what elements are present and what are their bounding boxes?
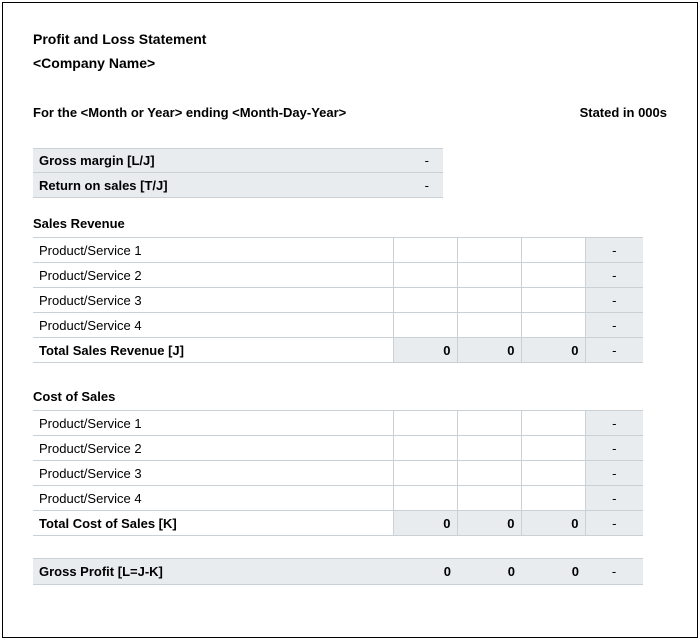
total-cell: 0 [457,338,521,363]
cell [521,436,585,461]
total-cell: 0 [393,338,457,363]
gross-profit-row: Gross Profit [L=J-K] 0 0 0 - [33,559,643,585]
gross-profit-table: Gross Profit [L=J-K] 0 0 0 - [33,558,643,585]
gross-profit-label: Gross Profit [L=J-K] [33,559,393,585]
cell-dash: - [585,461,643,486]
cell [393,411,457,436]
cell-dash: - [585,436,643,461]
row-label: Product/Service 1 [33,238,393,263]
cell [457,238,521,263]
table-row: Product/Service 1 - [33,411,643,436]
table-row: Product/Service 3 - [33,288,643,313]
total-dash: - [585,511,643,536]
period-text: For the <Month or Year> ending <Month-Da… [33,105,346,120]
cell [521,238,585,263]
cell [393,486,457,511]
table-row: Product/Service 1 - [33,238,643,263]
cell [393,461,457,486]
total-row: Total Sales Revenue [J] 0 0 0 - [33,338,643,363]
table-row: Product/Service 3 - [33,461,643,486]
table-row: Product/Service 4 - [33,313,643,338]
currency-note: Stated in 000s [580,105,667,120]
cell [393,436,457,461]
cell [521,288,585,313]
total-dash: - [585,338,643,363]
row-label: Product/Service 2 [33,263,393,288]
cost-table: Product/Service 1 - Product/Service 2 - … [33,410,643,536]
gross-profit-cell: 0 [457,559,521,585]
total-row: Total Cost of Sales [K] 0 0 0 - [33,511,643,536]
cell [457,486,521,511]
metric-value: - [383,153,443,168]
cell [521,461,585,486]
metric-label: Return on sales [T/J] [33,178,383,193]
table-row: Product/Service 4 - [33,486,643,511]
total-cell: 0 [521,511,585,536]
metric-value: - [383,178,443,193]
cell [457,411,521,436]
page-container: Profit and Loss Statement <Company Name>… [2,2,698,638]
cell [457,288,521,313]
table-row: Product/Service 2 - [33,263,643,288]
row-label: Product/Service 4 [33,486,393,511]
row-label: Product/Service 2 [33,436,393,461]
cell [521,411,585,436]
cell [521,313,585,338]
cell [457,436,521,461]
metric-row: Return on sales [T/J] - [33,173,443,198]
cell-dash: - [585,288,643,313]
total-label: Total Cost of Sales [K] [33,511,393,536]
total-cell: 0 [393,511,457,536]
metric-label: Gross margin [L/J] [33,153,383,168]
document-title: Profit and Loss Statement [33,31,667,47]
cell-dash: - [585,411,643,436]
cell [393,238,457,263]
cell [521,486,585,511]
cell [521,263,585,288]
metrics-box: Gross margin [L/J] - Return on sales [T/… [33,148,443,198]
cell-dash: - [585,263,643,288]
cell [393,288,457,313]
cell-dash: - [585,486,643,511]
cell-dash: - [585,313,643,338]
total-cell: 0 [457,511,521,536]
row-label: Product/Service 3 [33,288,393,313]
header-row: For the <Month or Year> ending <Month-Da… [33,105,667,120]
gross-profit-cell: 0 [393,559,457,585]
section-title-cost: Cost of Sales [33,389,667,404]
row-label: Product/Service 3 [33,461,393,486]
cell-dash: - [585,238,643,263]
table-row: Product/Service 2 - [33,436,643,461]
total-cell: 0 [521,338,585,363]
section-title-sales: Sales Revenue [33,216,667,231]
metric-row: Gross margin [L/J] - [33,148,443,173]
total-label: Total Sales Revenue [J] [33,338,393,363]
row-label: Product/Service 1 [33,411,393,436]
cell [393,263,457,288]
cell [457,461,521,486]
cell [393,313,457,338]
cell [457,263,521,288]
company-name: <Company Name> [33,55,667,71]
sales-table: Product/Service 1 - Product/Service 2 - … [33,237,643,363]
gross-profit-cell: 0 [521,559,585,585]
cell [457,313,521,338]
row-label: Product/Service 4 [33,313,393,338]
gross-profit-dash: - [585,559,643,585]
